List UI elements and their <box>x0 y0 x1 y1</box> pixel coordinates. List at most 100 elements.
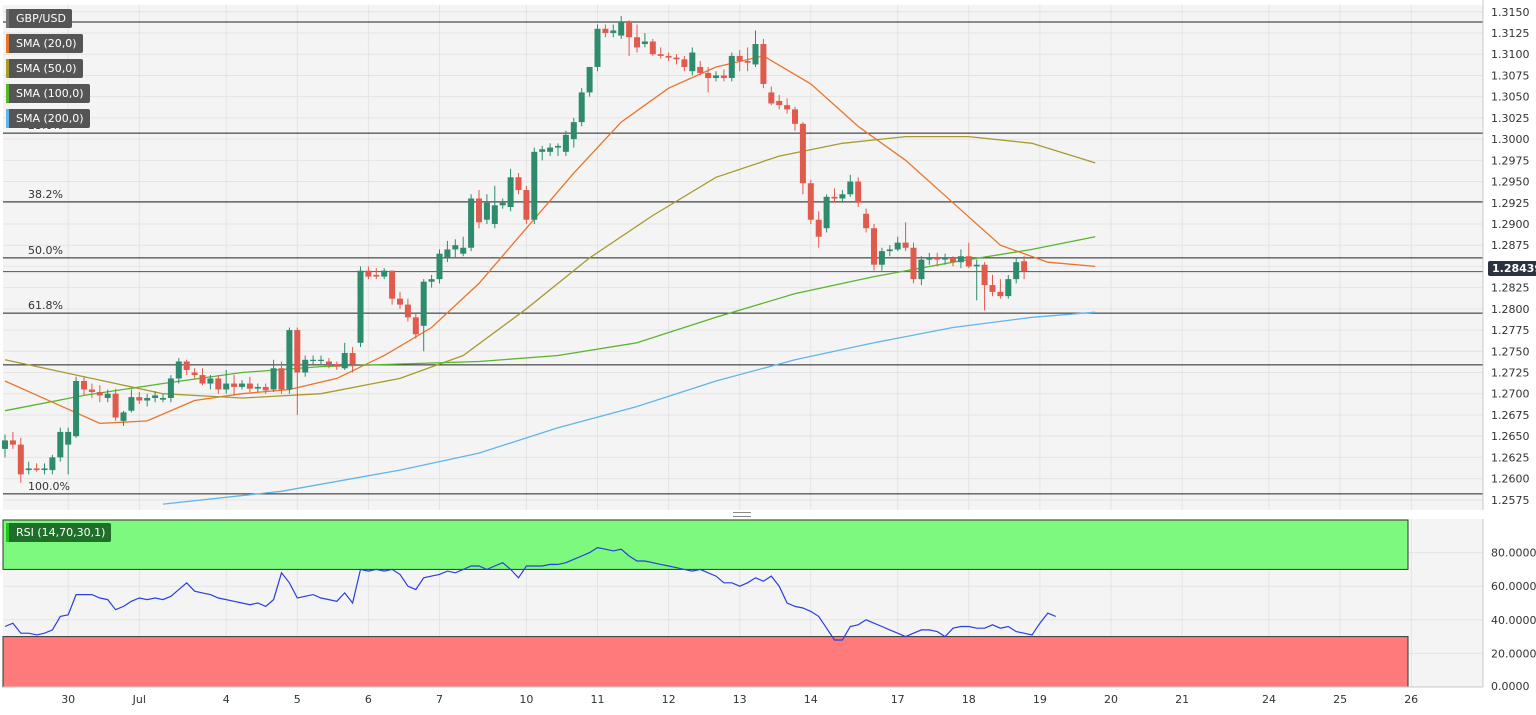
candle[interactable] <box>649 38 656 56</box>
candle[interactable] <box>594 24 601 72</box>
candle[interactable] <box>973 259 980 301</box>
candle[interactable] <box>784 98 791 114</box>
candle[interactable] <box>412 313 419 339</box>
candle[interactable] <box>270 359 277 393</box>
candle[interactable] <box>720 69 727 82</box>
candle[interactable] <box>665 52 672 62</box>
candle[interactable] <box>278 361 285 394</box>
candle[interactable] <box>768 86 775 106</box>
candle[interactable] <box>128 389 135 413</box>
candle[interactable] <box>57 427 64 462</box>
candle[interactable] <box>88 383 95 398</box>
candle[interactable] <box>175 358 182 384</box>
candle[interactable] <box>863 208 870 233</box>
candle[interactable] <box>657 47 664 59</box>
candle[interactable] <box>152 391 159 403</box>
candle[interactable] <box>1005 274 1012 299</box>
candle[interactable] <box>799 122 806 195</box>
candle[interactable] <box>294 327 301 415</box>
candle[interactable] <box>641 33 648 48</box>
candle[interactable] <box>333 361 340 370</box>
candle[interactable] <box>570 117 577 148</box>
candle[interactable] <box>318 355 324 365</box>
candle[interactable] <box>144 393 151 407</box>
candle[interactable] <box>855 177 862 207</box>
candle[interactable] <box>41 463 48 475</box>
candle[interactable] <box>428 274 435 288</box>
candle[interactable] <box>673 54 680 65</box>
candle[interactable] <box>397 291 403 309</box>
candle[interactable] <box>957 249 964 269</box>
candle[interactable] <box>871 223 877 271</box>
candle[interactable] <box>325 358 332 369</box>
candle[interactable] <box>997 279 1004 299</box>
candle[interactable] <box>112 388 119 421</box>
candle[interactable] <box>65 427 72 475</box>
candle[interactable] <box>25 461 32 475</box>
candle[interactable] <box>468 194 475 252</box>
candle[interactable] <box>389 270 396 305</box>
candle[interactable] <box>341 342 348 370</box>
candle[interactable] <box>610 24 617 38</box>
candle[interactable] <box>17 437 24 483</box>
candle[interactable] <box>349 347 356 373</box>
candle[interactable] <box>73 376 80 438</box>
candle[interactable] <box>199 368 206 386</box>
candle[interactable] <box>697 61 704 76</box>
candle[interactable] <box>823 194 830 233</box>
candle[interactable] <box>507 168 514 212</box>
candle[interactable] <box>578 88 585 127</box>
candle[interactable] <box>499 198 506 209</box>
candle[interactable] <box>942 253 949 265</box>
candle[interactable] <box>104 389 111 403</box>
candle[interactable] <box>886 245 893 257</box>
candle[interactable] <box>404 298 411 322</box>
candle[interactable] <box>96 385 103 403</box>
candle[interactable] <box>626 20 633 56</box>
candle[interactable] <box>847 174 854 197</box>
candle[interactable] <box>515 173 522 195</box>
candle[interactable] <box>713 71 719 82</box>
candle[interactable] <box>531 147 538 224</box>
candle[interactable] <box>918 256 925 286</box>
candle[interactable] <box>452 239 459 258</box>
candle[interactable] <box>1021 256 1028 280</box>
candle[interactable] <box>934 252 941 267</box>
candle[interactable] <box>989 274 996 297</box>
candle[interactable] <box>160 393 166 403</box>
candle[interactable] <box>950 256 956 267</box>
candle[interactable] <box>483 194 490 224</box>
candle[interactable] <box>207 375 214 390</box>
candle[interactable] <box>555 143 561 157</box>
candle[interactable] <box>373 268 380 280</box>
candle[interactable] <box>744 47 751 72</box>
pane-resize-handle[interactable] <box>733 512 751 517</box>
candle[interactable] <box>310 355 317 365</box>
candle[interactable] <box>562 130 569 157</box>
candle[interactable] <box>49 454 56 475</box>
candle[interactable] <box>689 47 696 76</box>
candle[interactable] <box>262 383 269 394</box>
candle[interactable] <box>1013 257 1020 284</box>
candle[interactable] <box>539 145 546 161</box>
candle[interactable] <box>618 16 625 39</box>
candle[interactable] <box>286 327 293 394</box>
candle[interactable] <box>167 375 174 403</box>
candle[interactable] <box>807 179 814 224</box>
candle[interactable] <box>586 66 593 97</box>
candle[interactable] <box>33 463 40 472</box>
candle[interactable] <box>436 249 443 284</box>
candle[interactable] <box>381 268 388 280</box>
candle[interactable] <box>634 24 640 53</box>
candle[interactable] <box>894 236 901 252</box>
candle[interactable] <box>839 190 846 203</box>
candle[interactable] <box>736 49 743 72</box>
candle[interactable] <box>239 380 245 390</box>
candle[interactable] <box>705 66 712 93</box>
candle[interactable] <box>831 188 838 203</box>
candle[interactable] <box>444 240 451 263</box>
candle[interactable] <box>215 375 222 394</box>
candle[interactable] <box>120 410 127 426</box>
